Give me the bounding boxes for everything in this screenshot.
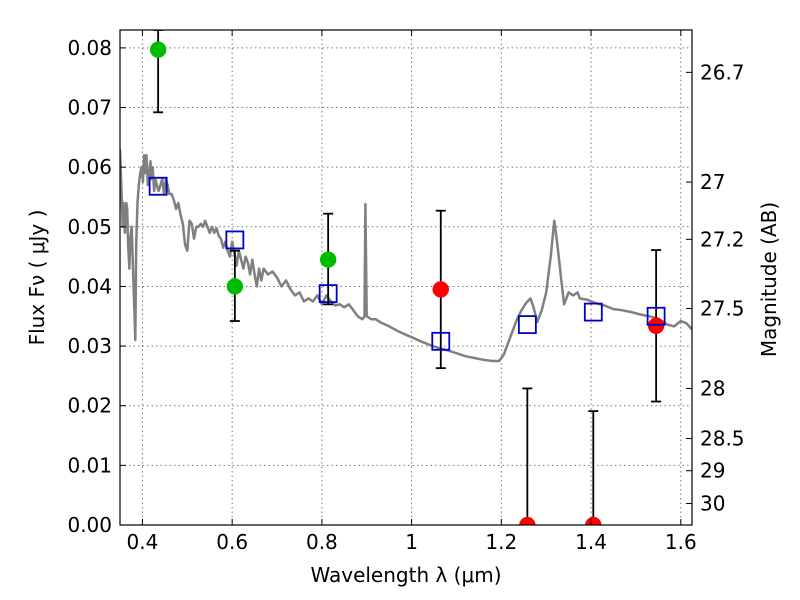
- y2-tick-label: 29: [700, 459, 725, 483]
- red-data-point: [519, 516, 536, 525]
- model-photometry-square: [318, 284, 338, 304]
- green-data-point: [149, 41, 167, 58]
- y2-axis-label: Magnitude (AB): [757, 202, 781, 357]
- model-photometry-square: [646, 306, 666, 326]
- model-photometry-square: [148, 176, 168, 196]
- y-tick-label: 0.04: [67, 274, 112, 298]
- red-data-point: [432, 281, 450, 298]
- y2-tick-label: 27.2: [700, 227, 745, 251]
- red-data-point: [647, 317, 665, 335]
- y-tick-label: 0.01: [67, 453, 112, 477]
- model-photometry-square: [431, 331, 451, 351]
- plot-content: [120, 30, 692, 525]
- x-tick-label: 1.4: [575, 530, 607, 554]
- y-tick-label: 0.07: [67, 96, 112, 120]
- plot-area: [120, 30, 692, 525]
- y-axis-label: Flux Fν ( μJy ): [25, 210, 49, 346]
- plot-frame: [119, 29, 693, 526]
- x-tick-label: 0.4: [127, 530, 159, 554]
- model-photometry-square: [225, 230, 245, 250]
- y2-tick-label: 27: [700, 170, 725, 194]
- y2-tick-label: 28.5: [700, 427, 745, 451]
- x-tick-label: 1.6: [665, 530, 697, 554]
- x-tick-label: 0.8: [306, 530, 338, 554]
- green-data-point: [226, 278, 244, 295]
- y-tick-label: 0.06: [67, 155, 112, 179]
- green-data-point: [319, 251, 337, 268]
- x-tick-label: 1.2: [485, 530, 517, 554]
- y2-tick-label: 28: [700, 376, 725, 400]
- x-axis-label: Wavelength λ (μm): [310, 563, 501, 587]
- model-photometry-square: [583, 302, 603, 322]
- model-photometry-square: [517, 315, 537, 335]
- y-tick-label: 0.08: [67, 36, 112, 60]
- y2-tick-label: 30: [700, 492, 725, 516]
- model-sed-line: [120, 149, 692, 363]
- grid-lines: [120, 30, 692, 526]
- x-tick-label: 1: [405, 530, 418, 554]
- axis-ticks: 0.4 0.6 0.8 1 1.2 1.4 1.6 0.00 0.01 0.02 0.03 0.04 0…: [67, 30, 745, 554]
- y-tick-label: 0.02: [67, 394, 112, 418]
- y-tick-label: 0.00: [67, 513, 112, 537]
- y2-tick-label: 26.7: [700, 60, 745, 84]
- y2-tick-label: 27.5: [700, 297, 745, 321]
- y-tick-label: 0.03: [67, 334, 112, 358]
- x-tick-label: 0.6: [216, 530, 248, 554]
- y-tick-label: 0.05: [67, 215, 112, 239]
- red-data-point: [585, 516, 602, 525]
